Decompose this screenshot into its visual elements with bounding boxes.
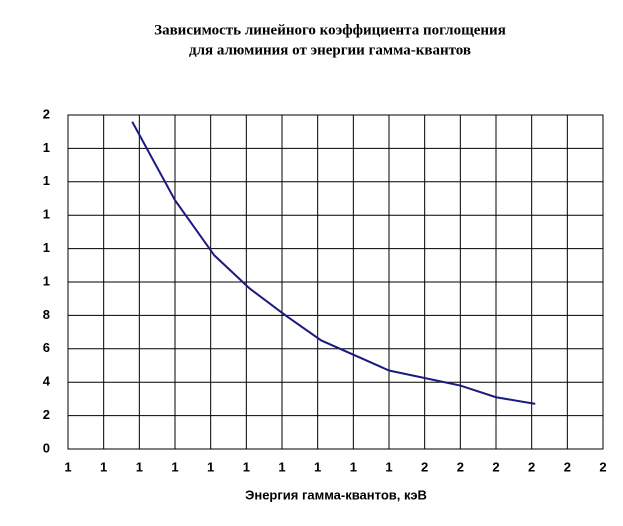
x-tick-label: 2 <box>599 459 606 474</box>
y-tick-label: 2 <box>43 407 50 422</box>
data-line <box>131 121 536 405</box>
x-tick-label: 1 <box>385 459 392 474</box>
y-tick-label: 1 <box>43 140 50 155</box>
x-tick-label: 2 <box>564 459 571 474</box>
x-tick-label: 2 <box>457 459 464 474</box>
chart-title: Зависимость линейного коэффициента погло… <box>154 22 506 38</box>
y-tick-label: 8 <box>43 307 50 322</box>
x-tick-label: 1 <box>64 459 71 474</box>
x-tick-label: 1 <box>136 459 143 474</box>
x-tick-label: 2 <box>421 459 428 474</box>
y-tick-label: 4 <box>43 374 51 389</box>
x-axis-label: Энергия гамма-квантов, кэВ <box>245 487 427 502</box>
y-tick-label: 1 <box>43 173 50 188</box>
y-tick-label: 1 <box>43 273 50 288</box>
x-tick-label: 1 <box>207 459 214 474</box>
x-tick-label: 1 <box>350 459 357 474</box>
y-tick-label: 0 <box>43 440 50 455</box>
x-tick-label: 2 <box>492 459 499 474</box>
y-tick-label: 1 <box>43 207 50 222</box>
x-tick-label: 2 <box>528 459 535 474</box>
x-tick-label: 1 <box>314 459 321 474</box>
y-tick-label: 1 <box>43 240 50 255</box>
x-tick-label: 1 <box>171 459 178 474</box>
x-tick-label: 1 <box>243 459 250 474</box>
y-tick-label: 2 <box>43 106 50 121</box>
x-tick-label: 1 <box>100 459 107 474</box>
x-tick-label: 1 <box>278 459 285 474</box>
chart-title: для алюминия от энергии гамма-квантов <box>189 42 471 58</box>
y-tick-label: 6 <box>43 340 50 355</box>
